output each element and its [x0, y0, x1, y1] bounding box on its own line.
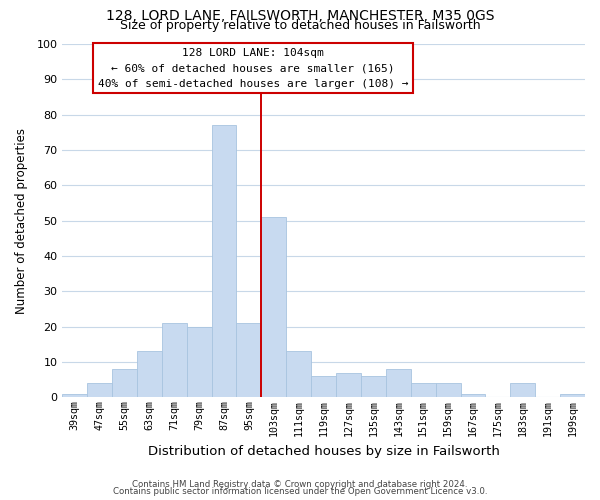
Bar	[560, 394, 585, 398]
Text: Contains public sector information licensed under the Open Government Licence v3: Contains public sector information licen…	[113, 487, 487, 496]
Bar	[236, 323, 262, 398]
Bar	[511, 384, 535, 398]
X-axis label: Distribution of detached houses by size in Failsworth: Distribution of detached houses by size …	[148, 444, 500, 458]
Bar	[162, 323, 187, 398]
Text: 128, LORD LANE, FAILSWORTH, MANCHESTER, M35 0GS: 128, LORD LANE, FAILSWORTH, MANCHESTER, …	[106, 9, 494, 23]
Text: Contains HM Land Registry data © Crown copyright and database right 2024.: Contains HM Land Registry data © Crown c…	[132, 480, 468, 489]
Bar	[212, 126, 236, 398]
Bar	[311, 376, 336, 398]
Bar	[461, 394, 485, 398]
Bar	[411, 384, 436, 398]
Text: 128 LORD LANE: 104sqm
← 60% of detached houses are smaller (165)
40% of semi-det: 128 LORD LANE: 104sqm ← 60% of detached …	[98, 48, 408, 88]
Bar	[361, 376, 386, 398]
Y-axis label: Number of detached properties: Number of detached properties	[15, 128, 28, 314]
Bar	[187, 326, 212, 398]
Bar	[62, 394, 87, 398]
Bar	[262, 217, 286, 398]
Bar	[112, 369, 137, 398]
Bar	[436, 384, 461, 398]
Bar	[386, 369, 411, 398]
Bar	[87, 384, 112, 398]
Bar	[336, 372, 361, 398]
Text: Size of property relative to detached houses in Failsworth: Size of property relative to detached ho…	[119, 19, 481, 32]
Bar	[286, 352, 311, 398]
Bar	[137, 352, 162, 398]
